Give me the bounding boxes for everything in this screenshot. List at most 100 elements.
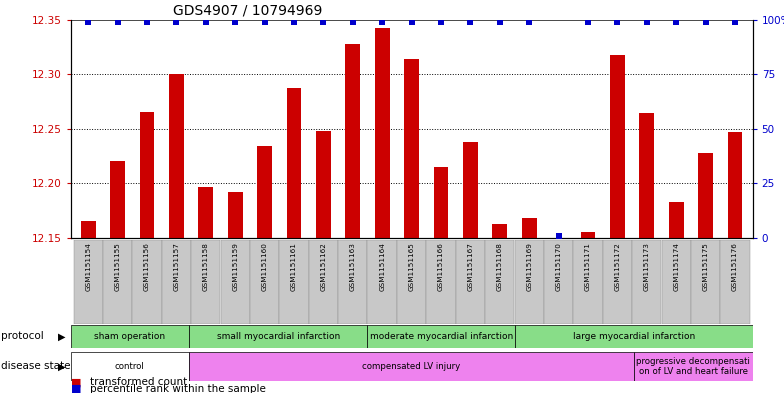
Bar xyxy=(162,240,191,324)
Bar xyxy=(191,240,220,324)
Point xyxy=(347,19,359,25)
Point xyxy=(670,19,682,25)
Bar xyxy=(250,240,279,324)
Text: GSM1151168: GSM1151168 xyxy=(497,242,503,291)
Text: GSM1151157: GSM1151157 xyxy=(173,242,180,291)
Bar xyxy=(573,240,603,324)
Text: ■: ■ xyxy=(71,377,81,387)
Point xyxy=(552,232,564,239)
Point xyxy=(229,19,241,25)
Text: GSM1151175: GSM1151175 xyxy=(702,242,709,291)
Text: protocol: protocol xyxy=(1,331,44,342)
Bar xyxy=(581,232,595,238)
Point xyxy=(258,19,270,25)
Text: GSM1151171: GSM1151171 xyxy=(585,242,591,291)
Bar xyxy=(279,240,309,324)
Bar xyxy=(610,55,625,238)
Text: GSM1151167: GSM1151167 xyxy=(467,242,474,291)
Text: GSM1151164: GSM1151164 xyxy=(379,242,385,291)
Text: GSM1151173: GSM1151173 xyxy=(644,242,650,291)
Bar xyxy=(71,352,189,381)
Text: small myocardial infarction: small myocardial infarction xyxy=(216,332,339,341)
Text: moderate myocardial infarction: moderate myocardial infarction xyxy=(369,332,513,341)
Bar xyxy=(111,162,125,238)
Point xyxy=(82,19,94,25)
Text: ■: ■ xyxy=(71,384,81,393)
Bar xyxy=(375,28,390,238)
Text: GSM1151169: GSM1151169 xyxy=(526,242,532,291)
Text: GSM1151155: GSM1151155 xyxy=(114,242,121,291)
Point xyxy=(199,19,212,25)
Bar xyxy=(132,240,162,324)
Text: control: control xyxy=(115,362,145,371)
Point xyxy=(317,19,329,25)
Bar xyxy=(140,112,154,238)
Text: percentile rank within the sample: percentile rank within the sample xyxy=(90,384,266,393)
Point xyxy=(405,19,418,25)
Point xyxy=(728,19,741,25)
Bar xyxy=(662,240,691,324)
Bar xyxy=(515,325,753,348)
Bar xyxy=(426,240,456,324)
Bar xyxy=(287,88,301,238)
Bar xyxy=(228,192,242,238)
Point xyxy=(582,19,594,25)
Text: transformed count: transformed count xyxy=(90,377,187,387)
Bar xyxy=(367,325,515,348)
Point xyxy=(611,19,623,25)
Bar xyxy=(434,167,448,238)
Text: GSM1151156: GSM1151156 xyxy=(144,242,150,291)
Text: GSM1151165: GSM1151165 xyxy=(408,242,415,291)
Bar xyxy=(81,221,96,238)
Bar xyxy=(492,224,507,238)
Point xyxy=(111,19,124,25)
Text: ▶: ▶ xyxy=(58,362,66,371)
Point xyxy=(641,19,653,25)
Point xyxy=(464,19,477,25)
Bar xyxy=(198,187,213,238)
Bar xyxy=(720,240,750,324)
Text: GSM1151154: GSM1151154 xyxy=(85,242,91,291)
Point xyxy=(140,19,153,25)
Bar xyxy=(544,240,573,324)
Text: GSM1151162: GSM1151162 xyxy=(321,242,326,291)
Bar xyxy=(346,44,360,238)
Bar xyxy=(405,59,419,238)
Point xyxy=(288,19,300,25)
Text: GSM1151176: GSM1151176 xyxy=(732,242,738,291)
Bar xyxy=(169,74,183,238)
Text: GDS4907 / 10794969: GDS4907 / 10794969 xyxy=(172,3,322,17)
Bar xyxy=(257,146,272,238)
Bar xyxy=(463,142,477,238)
Bar xyxy=(189,352,634,381)
Bar xyxy=(368,240,397,324)
Bar xyxy=(338,240,368,324)
Bar xyxy=(103,240,132,324)
Text: GSM1151161: GSM1151161 xyxy=(291,242,297,291)
Text: compensated LV injury: compensated LV injury xyxy=(362,362,461,371)
Bar xyxy=(397,240,426,324)
Point xyxy=(523,19,535,25)
Bar xyxy=(691,240,720,324)
Point xyxy=(699,19,712,25)
Bar xyxy=(632,240,662,324)
Text: large myocardial infarction: large myocardial infarction xyxy=(573,332,695,341)
Bar xyxy=(669,202,684,238)
Text: progressive decompensati
on of LV and heart failure: progressive decompensati on of LV and he… xyxy=(637,357,750,376)
Bar xyxy=(699,153,713,238)
Text: GSM1151174: GSM1151174 xyxy=(673,242,679,291)
Bar xyxy=(74,240,103,324)
Bar xyxy=(514,240,544,324)
Bar xyxy=(189,325,367,348)
Point xyxy=(376,19,388,25)
Text: disease state: disease state xyxy=(1,362,71,371)
Bar xyxy=(485,240,514,324)
Point xyxy=(434,19,447,25)
Text: GSM1151158: GSM1151158 xyxy=(203,242,209,291)
Text: GSM1151160: GSM1151160 xyxy=(262,242,267,291)
Bar xyxy=(640,114,654,238)
Bar xyxy=(456,240,485,324)
Bar xyxy=(522,218,536,238)
Bar xyxy=(728,132,742,238)
Point xyxy=(493,19,506,25)
